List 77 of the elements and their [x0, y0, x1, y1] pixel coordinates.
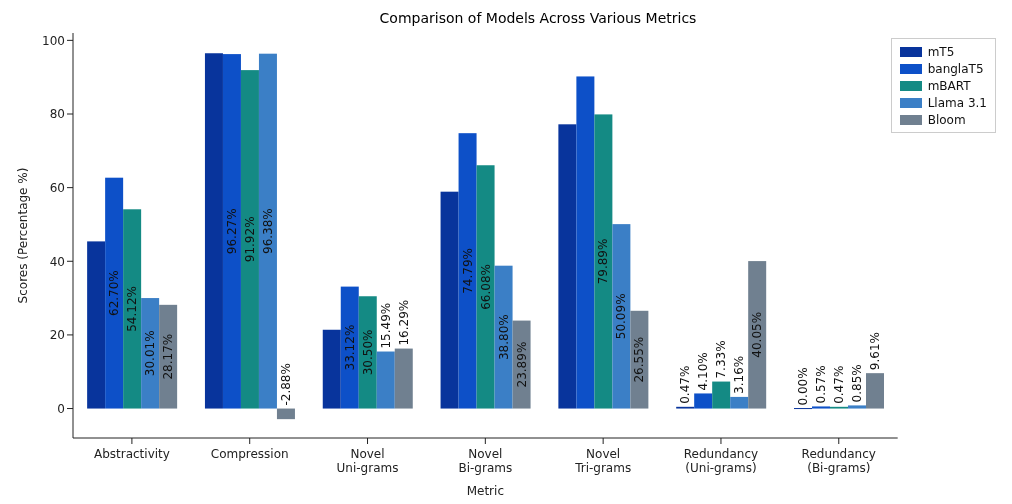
data-label: 91.92% — [242, 216, 257, 263]
y-tick-label: 80 — [49, 107, 65, 122]
bar — [476, 165, 495, 409]
data-label: 54.12% — [125, 286, 140, 332]
bar — [240, 70, 259, 409]
y-axis-title: Scores (Percentage %) — [16, 167, 31, 304]
x-tick-label: Novel Bi-grams — [458, 447, 513, 475]
bar — [322, 329, 341, 409]
y-tick-label: 60 — [49, 180, 65, 195]
bar — [276, 408, 295, 420]
y-tick-label: 100 — [42, 33, 65, 48]
data-label: 33.12% — [342, 324, 357, 371]
data-label: 15.49% — [378, 302, 393, 349]
data-label: 23.89% — [514, 341, 529, 388]
x-axis-title: Metric — [466, 484, 504, 498]
data-label: 96.27% — [224, 208, 239, 255]
legend-label: mBART — [927, 78, 971, 93]
bar — [222, 54, 241, 409]
bar — [87, 241, 106, 409]
bar — [612, 224, 631, 409]
legend-label: mT5 — [927, 44, 955, 59]
bar — [258, 53, 277, 409]
data-label: 38.80% — [496, 314, 511, 360]
bar — [594, 114, 613, 409]
data-label: 96.38% — [260, 208, 275, 254]
data-label: 7.33% — [714, 340, 729, 379]
bar — [712, 381, 731, 409]
data-label: 26.55% — [632, 336, 647, 383]
y-tick-label: 0 — [57, 401, 65, 416]
data-label: 74.79% — [460, 247, 475, 294]
x-tick-label: Novel Tri-grams — [574, 447, 632, 475]
data-label: 4.10% — [696, 352, 711, 391]
bar — [694, 393, 713, 409]
data-label: 28.17% — [161, 333, 176, 380]
x-tick-label: Abstractivity — [93, 447, 170, 461]
bar — [494, 265, 513, 409]
legend-label: Bloom — [927, 112, 966, 127]
data-label: 0.47% — [832, 365, 846, 404]
data-label: 62.70% — [107, 270, 122, 316]
bar — [866, 373, 884, 409]
data-label: 0.47% — [678, 365, 693, 404]
bar — [376, 351, 395, 409]
bar — [340, 286, 359, 409]
y-tick-label: 20 — [49, 328, 65, 343]
data-label: 16.29% — [396, 299, 411, 346]
x-tick-label: Compression — [210, 447, 289, 461]
data-label: 30.01% — [143, 330, 158, 377]
bar — [123, 209, 142, 409]
data-label: 3.16% — [732, 355, 747, 394]
x-tick-label: Novel Uni-grams — [336, 447, 399, 475]
bar — [812, 406, 830, 409]
data-label: 66.08% — [478, 264, 493, 310]
bar — [848, 405, 866, 409]
data-label: 0.57% — [814, 365, 828, 404]
bar — [458, 133, 477, 409]
legend-label: Llama 3.1 — [927, 95, 987, 110]
data-label: 0.85% — [850, 364, 864, 403]
x-tick-label: Redundancy (Bi-grams) — [801, 447, 876, 475]
data-label: -2.88% — [278, 363, 293, 406]
bar — [576, 76, 595, 409]
bar — [105, 177, 124, 409]
bar — [440, 191, 459, 409]
x-tick-label: Redundancy (Uni-grams) — [683, 447, 759, 475]
data-label: 0.00% — [796, 367, 810, 406]
bar — [394, 348, 413, 409]
legend-label: banglaT5 — [927, 61, 984, 76]
chart-title: Comparison of Models Across Various Metrics — [378, 9, 698, 28]
data-label: 40.05% — [750, 311, 765, 358]
data-label: 50.09% — [614, 293, 629, 340]
data-label: 79.89% — [596, 238, 611, 285]
bar — [558, 124, 577, 409]
bar — [730, 396, 749, 409]
y-tick-label: 40 — [49, 254, 65, 269]
bar — [748, 261, 767, 409]
bar — [204, 53, 223, 409]
data-label: 30.50% — [360, 329, 375, 376]
data-label: 9.61% — [868, 332, 882, 371]
